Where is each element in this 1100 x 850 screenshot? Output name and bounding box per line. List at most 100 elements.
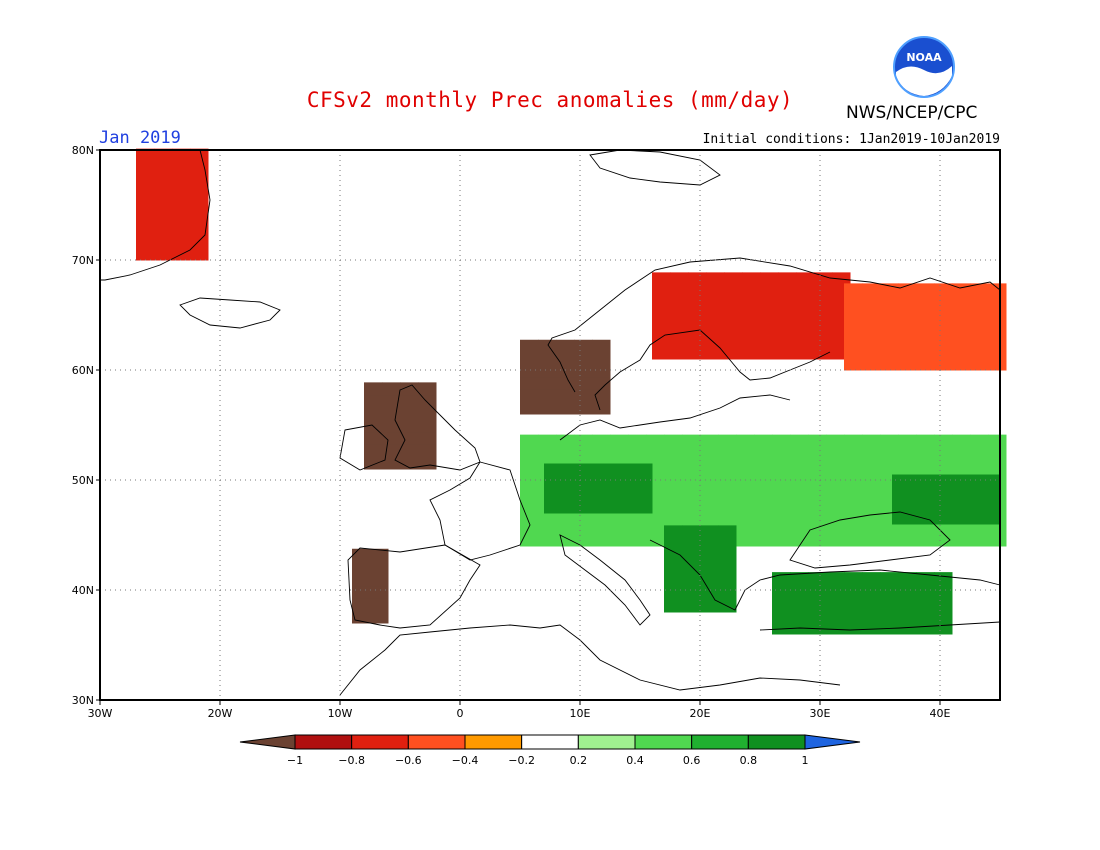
y-tick-label: 80N — [72, 144, 94, 157]
anomaly-cell — [862, 584, 881, 598]
anomaly-cell — [556, 521, 575, 535]
anomaly-cell — [574, 401, 593, 415]
anomaly-cell — [538, 521, 557, 535]
anomaly-cell — [928, 499, 947, 513]
anomaly-cell — [778, 284, 797, 298]
anomaly-cell — [772, 471, 791, 485]
anomaly-cell — [700, 496, 719, 510]
anomaly-cell — [400, 382, 419, 396]
anomaly-cell — [172, 148, 191, 162]
anomaly-cell — [664, 484, 683, 497]
anomaly-cell — [724, 321, 743, 335]
anomaly-cell — [844, 584, 863, 598]
anomaly-cell — [808, 434, 827, 448]
anomaly-cell — [736, 521, 755, 535]
anomaly-cell — [988, 459, 1007, 473]
anomaly-cell — [538, 339, 557, 353]
anomaly-cell — [700, 508, 719, 522]
anomaly-cell — [778, 272, 797, 286]
anomaly-cell — [652, 284, 671, 298]
anomaly-cell — [736, 484, 755, 497]
anomaly-cell — [970, 345, 989, 359]
anomaly-cell — [760, 284, 779, 298]
anomaly-cell — [898, 308, 917, 321]
anomaly-cell — [682, 574, 701, 588]
anomaly-cell — [736, 496, 755, 510]
anomaly-cell — [808, 471, 827, 485]
anomaly-cell — [670, 321, 689, 335]
anomaly-cell — [988, 357, 1007, 371]
anomaly-cell — [718, 496, 737, 510]
anomaly-cell — [370, 548, 389, 562]
anomaly-cell — [754, 521, 773, 535]
colorbar-segment — [351, 734, 409, 750]
anomaly-cell — [988, 283, 1007, 297]
anomaly-cell — [988, 332, 1007, 346]
anomaly-cell — [892, 499, 911, 513]
colorbar-label: 0.8 — [740, 754, 758, 767]
anomaly-cell — [700, 447, 719, 460]
anomaly-cell — [778, 346, 797, 360]
anomaly-cell — [934, 295, 953, 309]
anomaly-cell — [988, 320, 1007, 334]
anomaly-cell — [826, 584, 845, 598]
anomaly-cell — [760, 334, 779, 348]
anomaly-cell — [826, 521, 845, 535]
anomaly-cell — [154, 210, 173, 224]
anomaly-cell — [760, 321, 779, 335]
anomaly-cell — [364, 407, 383, 420]
anomaly-cell — [808, 621, 827, 635]
anomaly-cell — [628, 447, 647, 460]
anomaly-cell — [982, 499, 1001, 513]
anomaly-cell — [862, 533, 881, 547]
anomaly-cell — [808, 459, 827, 473]
anomaly-cell — [934, 434, 953, 448]
anomaly-cell — [772, 596, 791, 610]
anomaly-cell — [844, 357, 863, 371]
anomaly-cells — [136, 148, 1007, 635]
anomaly-cell — [670, 297, 689, 310]
anomaly-cell — [592, 364, 611, 378]
anomaly-cell — [880, 584, 899, 598]
anomaly-cell — [136, 222, 155, 236]
anomaly-cell — [844, 434, 863, 448]
anomaly-cell — [136, 210, 155, 224]
x-tick-label: 10E — [570, 707, 591, 720]
anomaly-cell — [952, 447, 971, 460]
anomaly-cell — [706, 321, 725, 335]
anomaly-cell — [760, 297, 779, 310]
anomaly-cell — [826, 621, 845, 635]
anomaly-cell — [664, 550, 683, 563]
anomaly-cell — [592, 447, 611, 460]
anomaly-cell — [700, 562, 719, 576]
colorbar-tick-labels: −1 −0.8 −0.6 −0.4 −0.2 0.2 0.4 0.6 0.8 1 — [287, 754, 809, 767]
anomaly-cell — [934, 609, 953, 623]
y-tick-labels: 80N 70N 60N 50N 40N 30N — [72, 144, 100, 707]
anomaly-cell — [844, 447, 863, 460]
anomaly-cell — [538, 447, 557, 460]
anomaly-cell — [634, 500, 653, 514]
x-tick-label: 40E — [930, 707, 951, 720]
anomaly-cell — [916, 584, 935, 598]
anomaly-cell — [682, 434, 701, 448]
anomaly-cell — [610, 447, 629, 460]
anomaly-cell — [616, 488, 635, 502]
anomaly-cell — [616, 463, 635, 477]
anomaly-cell — [862, 332, 881, 346]
anomaly-cell — [400, 456, 419, 470]
anomaly-cell — [556, 376, 575, 390]
anomaly-cell — [790, 484, 809, 497]
anomaly-cell — [400, 431, 419, 445]
anomaly-cell — [862, 345, 881, 359]
anomaly-cell — [370, 610, 389, 624]
anomaly-cell — [892, 486, 911, 500]
anomaly-cell — [898, 295, 917, 309]
anomaly-cell — [652, 272, 671, 286]
anomaly-cell — [790, 609, 809, 623]
anomaly-cell — [352, 573, 371, 587]
anomaly-cell — [814, 284, 833, 298]
anomaly-cell — [964, 499, 983, 513]
anomaly-cell — [190, 210, 209, 224]
anomaly-cell — [190, 247, 209, 261]
